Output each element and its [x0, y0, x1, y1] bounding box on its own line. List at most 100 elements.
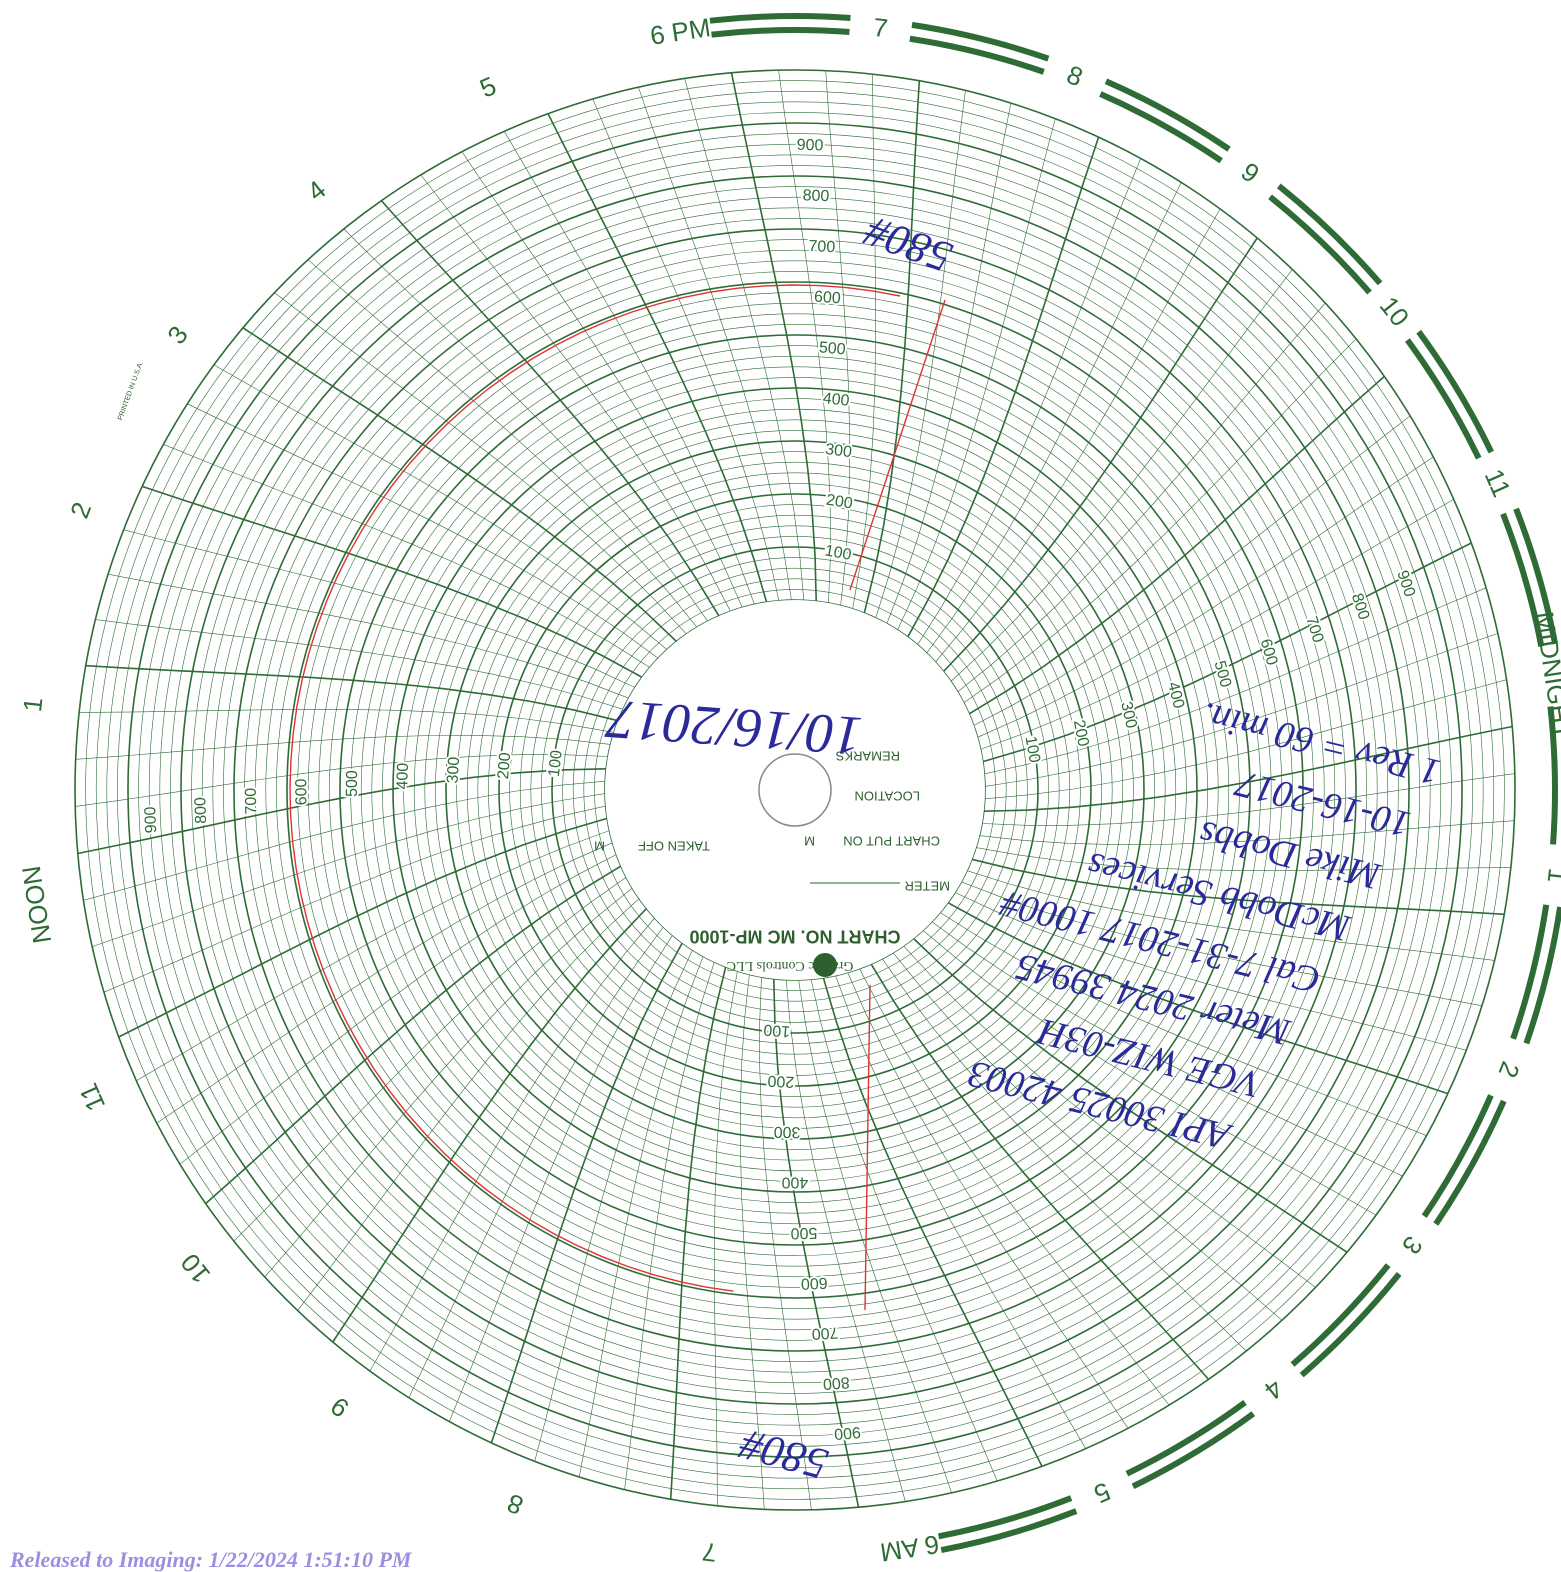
scale-label: 900	[142, 806, 160, 834]
time-line	[822, 977, 1043, 1467]
night-band	[911, 21, 1050, 62]
ring	[360, 355, 1230, 1225]
scale-label: 400	[781, 1174, 808, 1191]
scale-label: 900	[833, 1423, 861, 1442]
ring	[350, 345, 1240, 1235]
time-line	[980, 499, 1454, 750]
hour-label: 7	[872, 12, 890, 43]
m: M	[594, 839, 605, 854]
time-line	[490, 942, 684, 1444]
time-line	[83, 780, 606, 901]
time-line	[882, 958, 1247, 1352]
ring	[74, 69, 1516, 1511]
time-line	[798, 979, 952, 1493]
ring	[413, 408, 1177, 1172]
hour-label: 5	[1090, 1476, 1115, 1509]
time-line	[897, 118, 1056, 631]
hour-label: 8	[503, 1488, 527, 1521]
time-line	[108, 573, 629, 699]
time-line	[233, 877, 627, 1242]
time-line	[926, 182, 1182, 654]
scale-label: 100	[546, 749, 566, 778]
time-line	[461, 151, 743, 608]
night-band	[1513, 507, 1559, 645]
ring	[297, 292, 1293, 1288]
time-line	[947, 901, 1449, 1095]
night-band	[1547, 706, 1558, 845]
night-band	[1125, 1400, 1247, 1477]
scale-label: 400	[822, 390, 850, 410]
night-band	[1290, 1263, 1391, 1367]
scale-label: 800	[192, 797, 210, 824]
ring	[371, 366, 1219, 1214]
ring	[403, 398, 1187, 1182]
ring	[488, 483, 1102, 1097]
time-line	[307, 259, 698, 628]
ring	[265, 260, 1325, 1320]
time-line	[825, 70, 850, 606]
ring	[223, 218, 1367, 1362]
ring	[435, 430, 1155, 1150]
ring	[424, 419, 1166, 1161]
time-line	[940, 912, 1427, 1136]
scale-label: 200	[1070, 718, 1092, 748]
night-band	[1405, 338, 1482, 460]
pen-trace	[289, 284, 901, 1292]
time-line	[785, 979, 906, 1502]
hour-label: 6 PM	[648, 12, 712, 51]
time-line	[547, 113, 768, 603]
time-line	[935, 208, 1221, 663]
center-hole	[758, 753, 832, 827]
ring	[509, 504, 1081, 1076]
printed: PRINTED IN U.S.A.	[117, 361, 145, 422]
time-line	[963, 338, 1357, 703]
time-line	[968, 375, 1385, 715]
ring	[551, 546, 1039, 1034]
time-line	[213, 364, 668, 650]
night-band	[940, 1508, 1078, 1554]
hour-label: 4	[1259, 1373, 1289, 1405]
time-line	[984, 679, 1507, 800]
time-line	[984, 587, 1487, 775]
night-band	[709, 13, 851, 24]
scale-label: 300	[773, 1123, 800, 1141]
ring	[477, 472, 1113, 1108]
hour-label: 5	[475, 70, 500, 103]
ring	[466, 461, 1124, 1119]
time-line	[85, 664, 619, 722]
ring	[541, 536, 1049, 1044]
time-line	[163, 444, 650, 668]
time-line	[859, 968, 1170, 1406]
night-band	[1416, 329, 1495, 454]
time-line	[75, 754, 609, 807]
ring	[127, 122, 1463, 1458]
ring	[572, 567, 1018, 1013]
taken-off: TAKEN OFF	[638, 839, 710, 854]
scale-label: 200	[767, 1072, 795, 1090]
time-line	[79, 709, 614, 733]
scale-label: 800	[802, 187, 829, 205]
time-line	[92, 793, 606, 947]
time-line	[669, 966, 727, 1500]
time-line	[906, 136, 1100, 638]
time-line	[875, 90, 966, 619]
ring	[233, 228, 1357, 1352]
scale-label: 700	[811, 1324, 839, 1342]
location: LOCATION	[855, 789, 921, 804]
time-line	[886, 103, 1012, 624]
time-line	[103, 805, 606, 993]
hour-label: 6 AM	[878, 1529, 941, 1568]
scale-label: 300	[824, 441, 853, 461]
hour-label: 8	[1063, 59, 1087, 92]
night-band	[1131, 1411, 1256, 1490]
time-line	[420, 174, 731, 612]
ring	[148, 143, 1442, 1437]
scale-label: 700	[243, 788, 261, 815]
scale-label: 800	[822, 1373, 850, 1392]
ring	[117, 112, 1473, 1468]
scale-label: 900	[796, 137, 823, 155]
scale-label: 200	[495, 752, 514, 780]
time-line	[961, 881, 1482, 1007]
scale-label: 600	[814, 289, 842, 308]
ring	[106, 101, 1484, 1479]
